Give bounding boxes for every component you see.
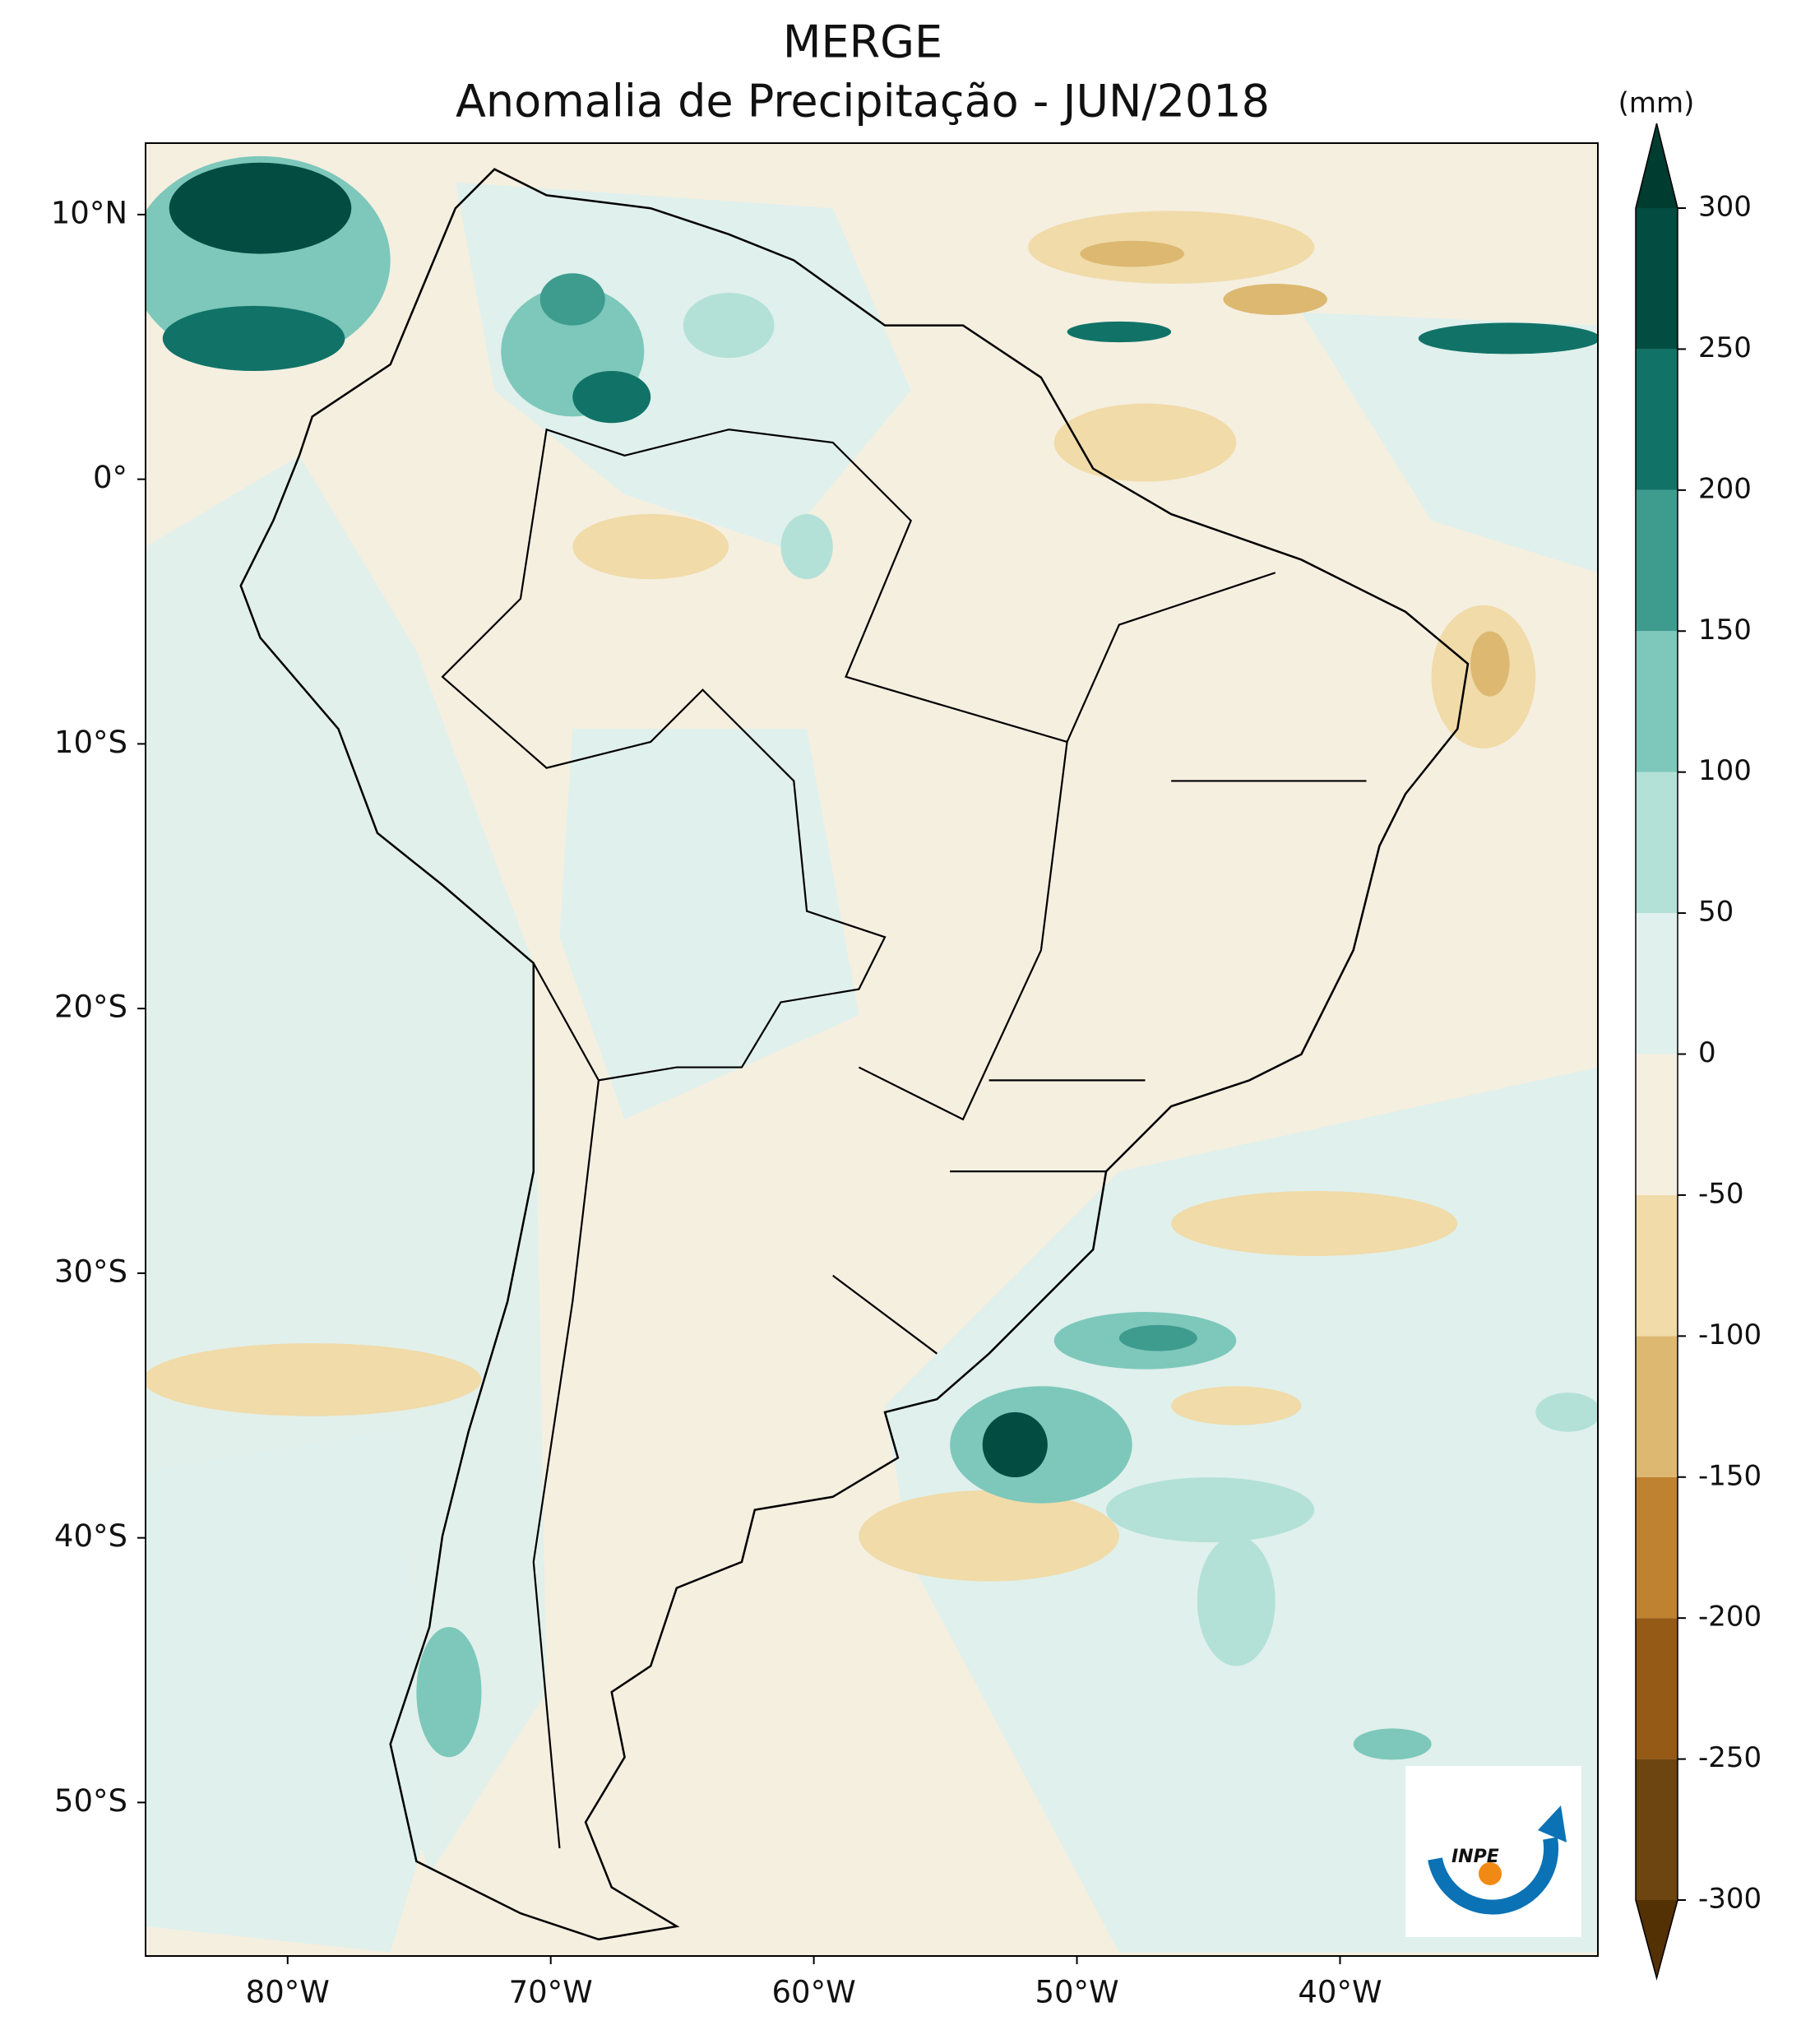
colorbar-tick-label: -100 (1698, 1319, 1762, 1351)
x-tick-label: 60°W (772, 1975, 856, 2010)
colorbar-label: (mm) (1618, 87, 1695, 120)
anomaly-area (539, 273, 605, 326)
y-tick-label: 30°S (54, 1254, 127, 1289)
borders (441, 428, 1367, 1849)
logo-arc (1428, 1837, 1559, 1915)
y-tick-label: 50°S (54, 1783, 127, 1819)
map (146, 143, 1598, 1956)
y-tick-label: 10°S (54, 725, 127, 760)
anomaly-area (455, 182, 911, 547)
colorbar-band (1636, 489, 1678, 632)
anomaly-area (416, 1627, 482, 1758)
anomaly-area (169, 162, 352, 254)
anomaly-area (982, 1411, 1048, 1478)
colorbar-band (1636, 349, 1678, 490)
x-tick-label: 40°W (1298, 1975, 1382, 2010)
colorbar-tick-label: 50 (1698, 896, 1734, 929)
anomaly-area (1197, 1536, 1276, 1666)
anomaly-area (1353, 1728, 1432, 1760)
anomaly-area (1053, 403, 1237, 482)
colorbar-band (1636, 913, 1678, 1054)
colorbar-tick-label: 300 (1698, 191, 1752, 224)
anomaly-field (146, 155, 1598, 1953)
x-tick-label: 50°W (1035, 1975, 1118, 2010)
colorbar-tick-label: -250 (1698, 1741, 1762, 1774)
colorbar-tick-label: 200 (1698, 472, 1752, 505)
x-tick-label: 80°W (246, 1975, 330, 2010)
logo-sun (1479, 1862, 1502, 1885)
anomaly-area (1106, 1477, 1315, 1543)
colorbar-band (1636, 1618, 1678, 1759)
logo-arrow (1538, 1805, 1567, 1842)
chart-title: MERGE (783, 16, 942, 68)
colorbar-band (1636, 1336, 1678, 1477)
anomaly-area (1171, 1190, 1458, 1257)
anomaly-area (1470, 631, 1510, 697)
colorbar-band (1636, 631, 1678, 772)
anomaly-area (1301, 312, 1598, 573)
coastline (239, 168, 1470, 1941)
anomaly-area (1535, 1393, 1598, 1432)
y-tick-label: 10°N (51, 195, 127, 230)
colorbar-tick-label: 150 (1698, 614, 1752, 647)
anomaly-area (1067, 321, 1172, 343)
colorbar-tick-label: -200 (1698, 1601, 1762, 1634)
anomaly-area (572, 370, 651, 424)
colorbar-band (1636, 772, 1678, 914)
colorbar-band (1636, 1759, 1678, 1900)
colorbar-band (1636, 1476, 1678, 1619)
logo-text: INPE (1451, 1847, 1499, 1867)
colorbar-tick-label: -300 (1698, 1883, 1762, 1916)
colorbar-extend-under (1636, 1900, 1678, 1978)
y-tick-label: 20°S (54, 990, 127, 1025)
anomaly-area (780, 514, 833, 580)
colorbar-tick-label: 100 (1698, 754, 1752, 787)
anomaly-area (1080, 240, 1184, 267)
y-tick-label: 0° (93, 460, 127, 495)
anomaly-area (1171, 1386, 1302, 1425)
anomaly-area (1223, 283, 1328, 315)
anomaly-area (146, 1343, 482, 1416)
anomaly-area (859, 1490, 1119, 1582)
x-tick-label: 70°W (509, 1975, 593, 2010)
colorbar-band (1636, 1054, 1678, 1195)
colorbar-tick-label: 250 (1698, 331, 1752, 364)
map-frame (145, 142, 1599, 1957)
anomaly-area (1418, 322, 1598, 355)
anomaly-area (572, 514, 729, 580)
colorbar-band (1636, 1194, 1678, 1337)
chart-subtitle: Anomalia de Precipitação - JUN/2018 (456, 76, 1270, 127)
colorbar-band (1636, 208, 1678, 350)
colorbar-extend-over (1636, 123, 1678, 208)
colorbar-tick-label: -50 (1698, 1177, 1744, 1210)
colorbar-tick-label: -150 (1698, 1459, 1762, 1492)
logo: INPE (1405, 1766, 1581, 1937)
colorbar-tick-label: 0 (1698, 1036, 1716, 1069)
anomaly-area (162, 305, 345, 371)
anomaly-area (683, 293, 775, 359)
anomaly-area (1118, 1324, 1197, 1351)
anomaly-area (559, 729, 859, 1119)
y-tick-label: 40°S (54, 1518, 127, 1554)
